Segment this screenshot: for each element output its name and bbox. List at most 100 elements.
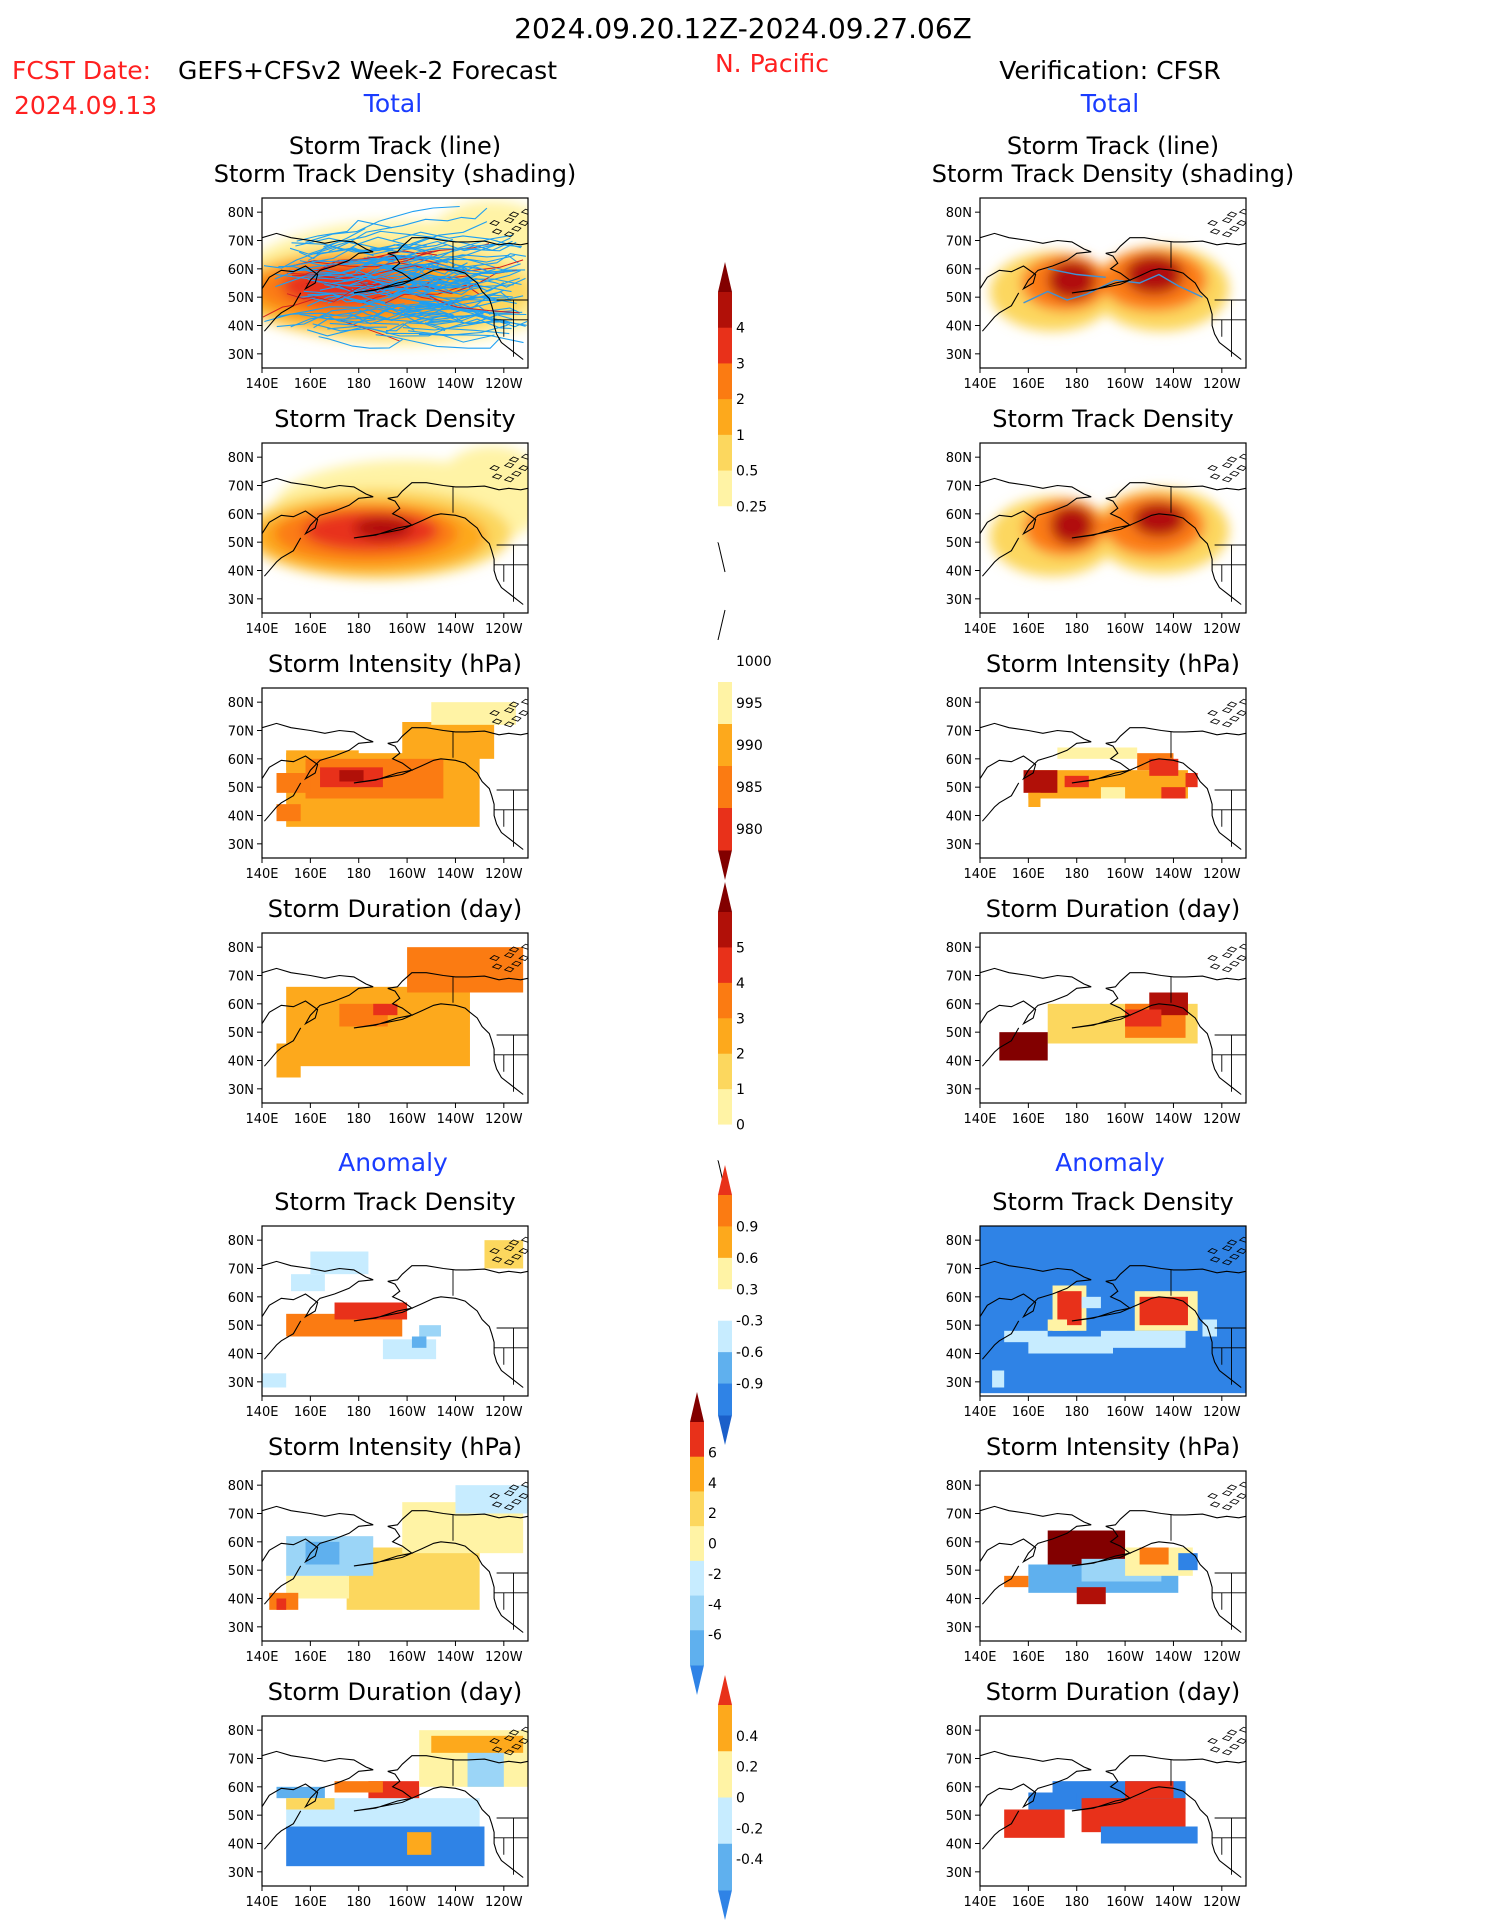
map-area bbox=[262, 1236, 528, 1388]
lon-tick-label: 160E bbox=[294, 867, 327, 882]
coastline bbox=[262, 1505, 528, 1633]
coastline bbox=[262, 967, 528, 1095]
panel-fcst-density-anom: Storm Track Density 140E 160E 180 160W 140W 12… bbox=[228, 1188, 529, 1420]
arctic-island bbox=[503, 1735, 515, 1742]
lon-tick-label: 160W bbox=[388, 1112, 426, 1127]
lon-tick-label: 160E bbox=[1012, 1895, 1045, 1910]
arctic-island bbox=[1238, 1726, 1246, 1733]
lon-tick-label: 180 bbox=[1064, 377, 1089, 392]
panel-title: Storm Track Density (shading) bbox=[932, 160, 1295, 188]
arctic-island bbox=[1221, 1749, 1233, 1756]
grid-cell bbox=[467, 1747, 504, 1787]
colorbar-cap bbox=[718, 1165, 732, 1195]
panel-fcst-density: Storm Track Density 140E 160E 180 160W 140W 12… bbox=[228, 405, 529, 637]
map-area bbox=[980, 1481, 1246, 1633]
grid-cell bbox=[407, 1832, 432, 1855]
lon-tick-label: 120W bbox=[485, 867, 523, 882]
arctic-island bbox=[1236, 220, 1246, 226]
lat-tick-label: 30N bbox=[946, 1621, 972, 1636]
grid-cell bbox=[980, 1226, 1246, 1394]
total-label-left: Total bbox=[363, 89, 422, 118]
fcst-model: GEFS+CFSv2 Week-2 Forecast bbox=[178, 56, 557, 85]
grid-shading bbox=[276, 947, 524, 1078]
storm-track bbox=[318, 336, 403, 349]
arctic-island bbox=[511, 225, 522, 232]
arctic-island bbox=[1221, 1245, 1233, 1252]
arctic-island bbox=[520, 1726, 528, 1733]
lat-tick-label: 80N bbox=[946, 451, 972, 466]
lon-tick-label: 160W bbox=[388, 622, 426, 637]
lat-tick-label: 30N bbox=[228, 1083, 254, 1098]
storm-track bbox=[403, 294, 517, 319]
arctic-island bbox=[1236, 1493, 1246, 1499]
grid-cell bbox=[1100, 787, 1126, 799]
arctic-island bbox=[503, 476, 515, 483]
storm-track bbox=[430, 277, 520, 292]
arctic-island bbox=[491, 1746, 503, 1753]
region-title: N. Pacific bbox=[715, 49, 829, 78]
arctic-island bbox=[503, 1490, 515, 1497]
lat-tick-label: 70N bbox=[228, 480, 254, 495]
lon-tick-label: 140W bbox=[437, 1895, 475, 1910]
arctic-island bbox=[518, 710, 528, 716]
political-borders bbox=[452, 1759, 528, 1875]
lat-tick-label: 70N bbox=[228, 725, 254, 740]
colorbar-segment bbox=[718, 1226, 732, 1259]
lat-tick-label: 30N bbox=[228, 838, 254, 853]
lat-tick-label: 30N bbox=[228, 1376, 254, 1391]
political-borders bbox=[1170, 731, 1246, 847]
grid-cell bbox=[339, 770, 364, 782]
lat-tick-label: 30N bbox=[228, 1866, 254, 1881]
grid-cell bbox=[1028, 1792, 1077, 1810]
storm-track bbox=[428, 313, 527, 325]
colorbar-segment bbox=[718, 470, 732, 507]
arctic-island bbox=[1236, 1738, 1246, 1744]
lat-tick-label: 60N bbox=[946, 1291, 972, 1306]
storm-track bbox=[429, 241, 517, 252]
storm-track bbox=[307, 292, 484, 318]
colorbar-label: 1000 bbox=[736, 654, 772, 670]
colorbar-segment bbox=[718, 1089, 732, 1126]
political-borders bbox=[1170, 1514, 1246, 1630]
map-area bbox=[980, 943, 1246, 1095]
colorbar-intensity-total: 1000 995 990 985 980 bbox=[717, 609, 772, 880]
lon-tick-label: 180 bbox=[1064, 1405, 1089, 1420]
lat-tick-label: 60N bbox=[946, 998, 972, 1013]
colorbar-label: -0.4 bbox=[736, 1852, 763, 1868]
lon-tick-label: 140E bbox=[963, 1405, 996, 1420]
panel-ver-track: Storm Track (line)Storm Track Density (s… bbox=[932, 132, 1295, 392]
arctic-island bbox=[1221, 707, 1233, 714]
arctic-island bbox=[1226, 701, 1238, 708]
arctic-island bbox=[518, 465, 528, 471]
lat-tick-label: 70N bbox=[228, 1263, 254, 1278]
colorbar-segment bbox=[690, 1456, 704, 1492]
lat-tick-label: 50N bbox=[946, 781, 972, 796]
lon-tick-label: 140E bbox=[245, 1650, 278, 1665]
panel-title: Storm Intensity (hPa) bbox=[986, 650, 1240, 678]
map-frame bbox=[261, 442, 529, 614]
lon-tick-label: 180 bbox=[1064, 622, 1089, 637]
storm-track bbox=[312, 279, 437, 296]
political-borders bbox=[452, 1514, 528, 1630]
colorbar-label: 1 bbox=[736, 1082, 745, 1098]
colorbar-duration-total: 5 4 3 2 1 0 bbox=[717, 882, 745, 1191]
arctic-island bbox=[1221, 1259, 1233, 1266]
storm-track bbox=[427, 256, 526, 271]
political-borders bbox=[452, 1269, 528, 1385]
arctic-island bbox=[1221, 1504, 1233, 1511]
lat-tick-label: 70N bbox=[946, 480, 972, 495]
shading-cell bbox=[1132, 502, 1186, 537]
lon-tick-label: 160E bbox=[294, 622, 327, 637]
lon-tick-label: 160E bbox=[1012, 1650, 1045, 1665]
lon-tick-label: 160W bbox=[1106, 622, 1144, 637]
storm-track bbox=[298, 228, 366, 260]
map-frame bbox=[979, 1470, 1247, 1642]
coastline bbox=[262, 232, 528, 360]
colorbar-label: -0.3 bbox=[736, 1314, 763, 1330]
shading-cell bbox=[1125, 254, 1184, 295]
lat-tick-label: 50N bbox=[946, 536, 972, 551]
panel-title: Storm Duration (day) bbox=[268, 1678, 523, 1706]
storm-track bbox=[323, 230, 436, 248]
lon-tick-label: 140E bbox=[963, 1650, 996, 1665]
storm-track bbox=[351, 288, 423, 308]
